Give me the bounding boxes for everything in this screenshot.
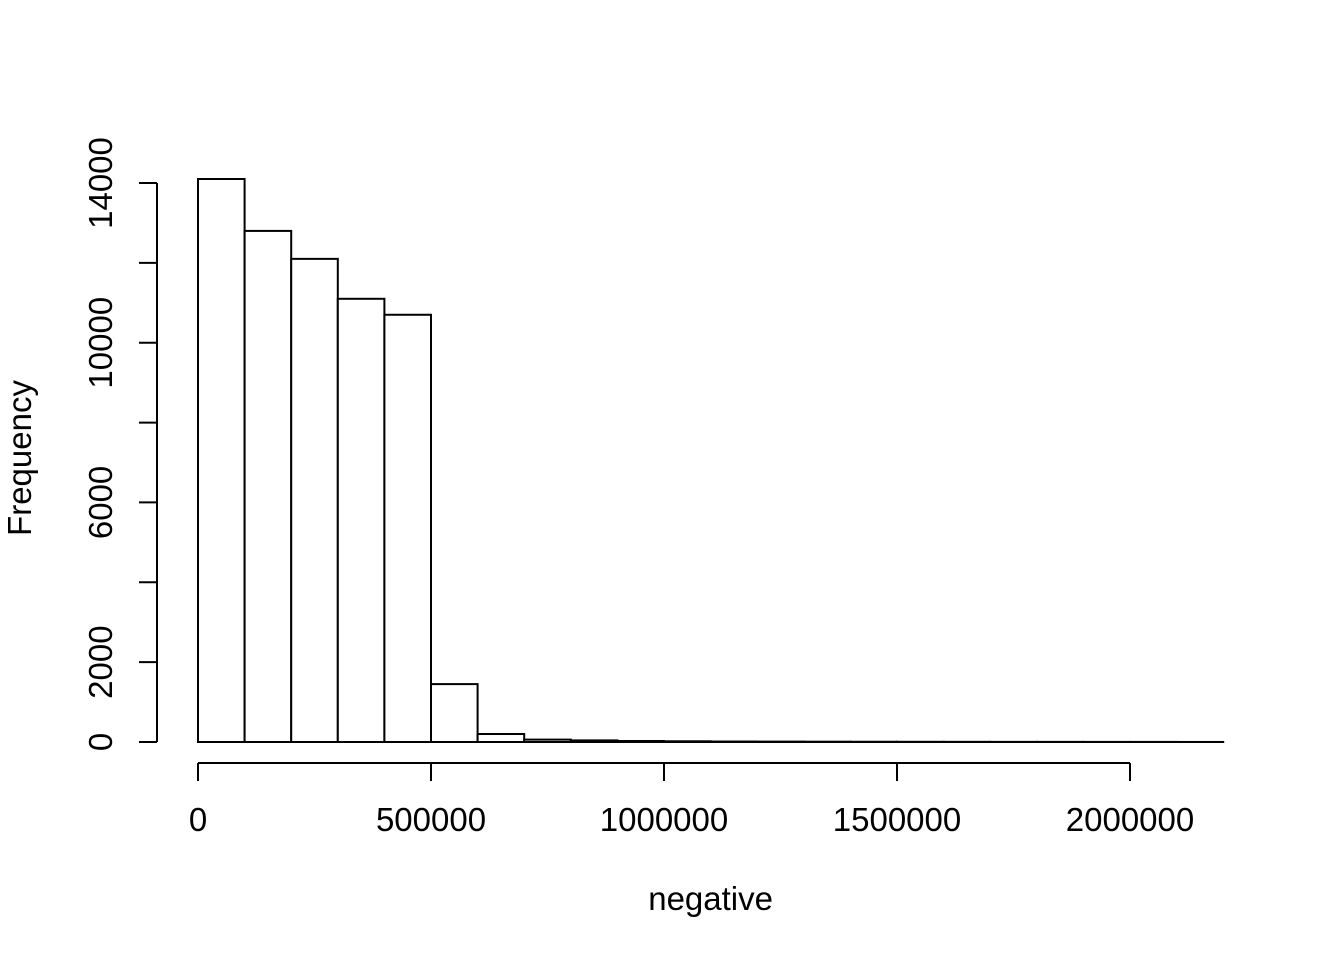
x-tick-label: 1500000 xyxy=(833,801,961,838)
x-tick-label: 2000000 xyxy=(1066,801,1194,838)
x-tick-label: 0 xyxy=(189,801,207,838)
y-tick-label: 2000 xyxy=(82,625,119,698)
histogram-bar xyxy=(290,257,339,743)
x-tick-label: 1000000 xyxy=(600,801,728,838)
histogram-bar xyxy=(476,733,526,743)
histogram-bar xyxy=(523,738,572,744)
histogram-bar xyxy=(336,297,386,743)
y-tick-label: 0 xyxy=(82,733,119,751)
histogram-bar xyxy=(569,739,619,743)
x-tick-label: 500000 xyxy=(376,801,486,838)
histogram-bar xyxy=(383,313,432,743)
x-axis-title: negative xyxy=(648,880,773,917)
histogram-bar xyxy=(243,229,293,744)
histogram-bar xyxy=(616,740,666,743)
y-tick-label: 6000 xyxy=(82,466,119,539)
histogram-bar xyxy=(197,178,246,743)
histogram-bar xyxy=(430,683,479,744)
y-axis-title: Frequency xyxy=(1,380,38,536)
y-tick-label: 14000 xyxy=(82,137,119,229)
histogram-bar xyxy=(663,740,712,744)
y-tick-label: 10000 xyxy=(82,297,119,389)
